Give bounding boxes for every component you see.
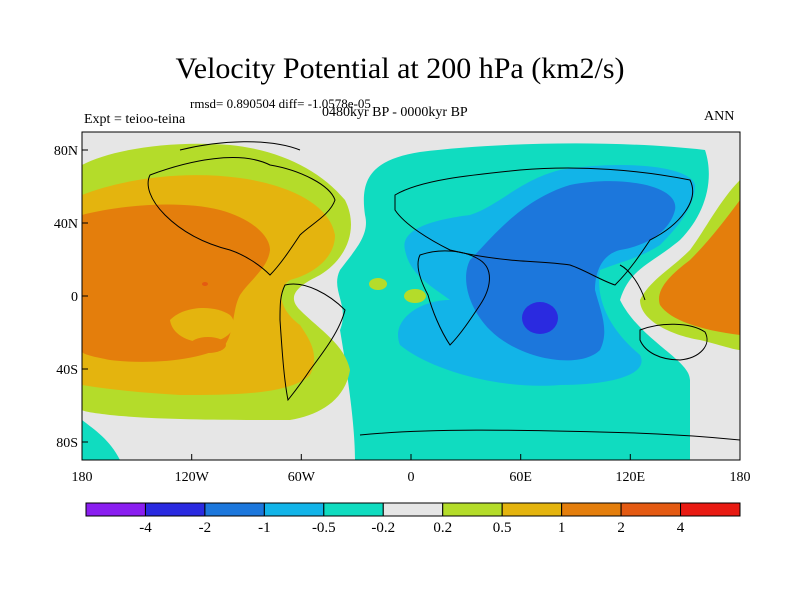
colorbar	[85, 502, 741, 517]
lon-tick-label: 120W	[175, 470, 210, 485]
latitude-axis: 80N 40N 0 40S 80S	[54, 144, 88, 451]
contour-field	[82, 132, 740, 460]
figure-title: Velocity Potential at 200 hPa (km2/s)	[175, 52, 625, 85]
colorbar-swatch	[620, 502, 682, 517]
lon-tick-label: 0	[408, 470, 415, 485]
negative-band-strong	[466, 181, 676, 361]
positive-tiny-spot	[202, 282, 208, 286]
colorbar-swatch	[382, 502, 444, 517]
colorbar-swatch	[85, 502, 146, 517]
colorbar-label: -2	[198, 520, 212, 536]
stats-line: rmsd= 0.890504 diff= -1.0578e-05	[190, 96, 371, 111]
colorbar-label: -4	[139, 520, 152, 536]
lon-tick-label: 60E	[509, 470, 532, 485]
positive-band-east-orange	[659, 200, 740, 335]
colorbar-label: 0.2	[433, 520, 453, 536]
lat-tick-label: 0	[71, 290, 78, 305]
colorbar-swatch	[263, 502, 325, 517]
colorbar-label: 1	[557, 520, 566, 536]
coastlines	[147, 141, 740, 441]
lon-tick-label: 180	[72, 470, 93, 485]
colorbar-label: -0.5	[311, 520, 336, 536]
positive-pocket	[170, 308, 234, 343]
positive-spot	[190, 337, 226, 353]
colorbar-swatch	[561, 502, 622, 517]
negative-core	[522, 302, 558, 334]
colorbar-label: -0.2	[371, 520, 396, 536]
colorbar-label: 0.5	[492, 520, 512, 536]
experiment-label: Expt = teioo-teina	[84, 112, 186, 127]
colorbar-swatch	[144, 502, 206, 517]
lat-tick-label: 40N	[54, 217, 78, 232]
season-label: ANN	[704, 109, 735, 124]
lat-tick-label: 80S	[56, 436, 78, 451]
lon-tick-label: 60W	[288, 470, 316, 485]
colorbar-swatch	[501, 502, 563, 517]
colorbar-swatch	[442, 502, 503, 517]
lon-tick-label: 120E	[616, 470, 646, 485]
colorbar-label: 4	[676, 520, 685, 536]
colorbar-swatch	[204, 502, 265, 517]
lat-tick-label: 40S	[56, 363, 78, 378]
period-label: 0480kyr BP - 0000kyr BP	[322, 105, 468, 120]
colorbar-label: 2	[617, 520, 625, 536]
lon-tick-label: 180	[730, 470, 751, 485]
atlantic-blob-2	[404, 289, 426, 303]
colorbar-swatch	[323, 502, 384, 517]
atlantic-blob-1	[369, 278, 387, 290]
lat-tick-label: 80N	[54, 144, 78, 159]
longitude-axis: 180 120W 60W 0 60E 120E 180	[72, 454, 751, 485]
negative-band-weak-west	[82, 420, 120, 460]
colorbar-label: -1	[258, 520, 271, 536]
colorbar-swatch	[680, 502, 741, 517]
